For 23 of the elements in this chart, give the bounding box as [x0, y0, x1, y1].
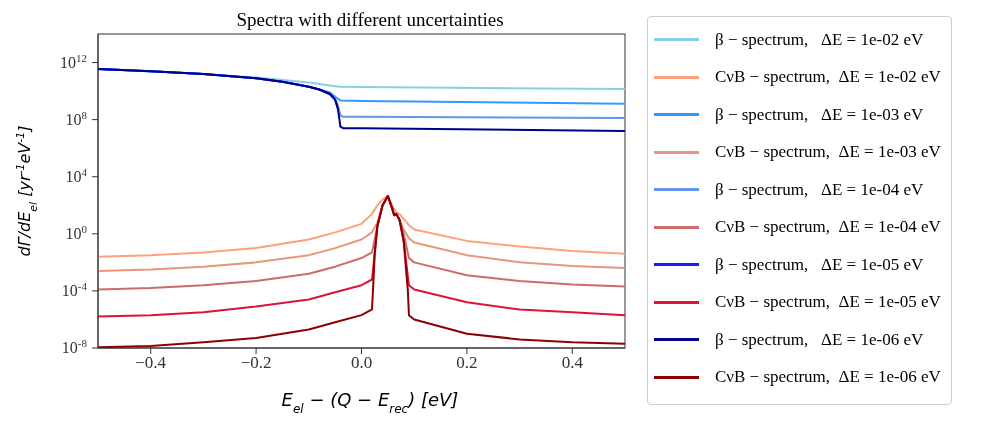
y-tick-label: 10$^{0}$ — [65, 222, 88, 242]
legend-label: β − spectrum, ΔE = 1e-05 eV — [715, 254, 924, 275]
legend-label: CνB − spectrum, ΔE = 1e-06 eV — [715, 367, 941, 388]
x-tick-label: 0.2 — [456, 353, 478, 373]
y-tick-label: 10$^{4}$ — [65, 165, 88, 185]
x-axis-title: E$_{el}$ − (Q − E$_{rec}$) [eV] — [281, 389, 459, 416]
chart-title: Spectra with different uncertainties — [236, 9, 504, 30]
y-tick-label: 10$^{-4}$ — [61, 279, 88, 299]
x-tick-label: −0.2 — [240, 353, 272, 373]
legend-label: β − spectrum, ΔE = 1e-02 eV — [715, 29, 924, 50]
x-tick-label: 0.4 — [561, 353, 584, 373]
legend-label: CνB − spectrum, ΔE = 1e-04 eV — [715, 217, 941, 238]
legend-label: CνB − spectrum, ΔE = 1e-03 eV — [715, 142, 941, 163]
y-tick-label: 10$^{12}$ — [60, 51, 87, 71]
x-tick-label: −0.4 — [135, 353, 167, 373]
x-tick-label: 0.0 — [350, 353, 373, 373]
legend-label: β − spectrum, ΔE = 1e-04 eV — [715, 179, 924, 200]
legend-label: β − spectrum, ΔE = 1e-03 eV — [715, 104, 924, 125]
legend-label: β − spectrum, ΔE = 1e-06 eV — [715, 329, 924, 350]
y-tick-label: 10$^{8}$ — [65, 108, 88, 128]
legend-label: CνB − spectrum, ΔE = 1e-05 eV — [715, 292, 941, 313]
legend-label: CνB − spectrum, ΔE = 1e-02 eV — [715, 67, 941, 88]
y-tick-label: 10$^{-8}$ — [61, 337, 88, 356]
